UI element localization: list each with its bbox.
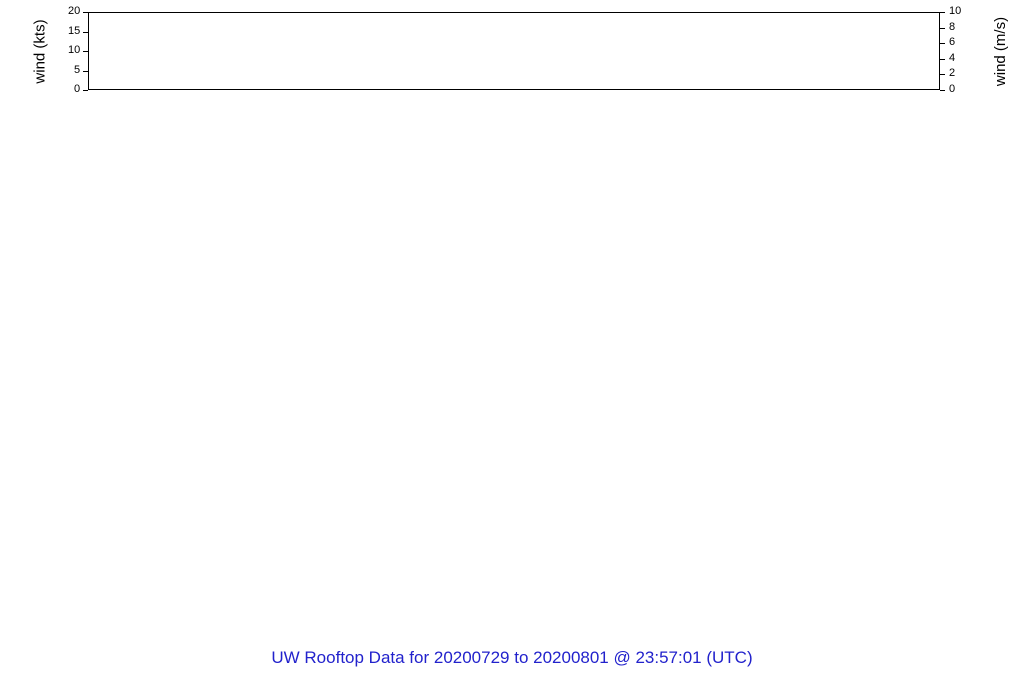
ytick-right-wind-5: 10 [949, 5, 962, 17]
ytick-left-wind-2: 10 [68, 44, 81, 56]
ytickmark-right-wind-4 [940, 27, 945, 29]
ytickmark-right-wind-0 [940, 90, 945, 91]
ytick-right-wind-3: 6 [949, 36, 956, 49]
plot-area-svg [89, 13, 939, 89]
ytickmark-left-wind-1 [83, 70, 88, 72]
ytickmark-right-wind-5 [940, 12, 945, 13]
ytick-left-wind-3: 15 [68, 24, 81, 37]
ytickmark-left-wind-3 [83, 31, 88, 33]
ytick-right-wind-4: 8 [949, 20, 956, 33]
ytick-right-wind-2: 4 [949, 51, 956, 64]
panel-wind [88, 12, 940, 90]
ytickmark-right-wind-1 [940, 74, 945, 76]
ylabel-left-wind: wind (kts) [31, 18, 49, 84]
ytick-right-wind-0: 0 [949, 83, 956, 95]
ytickmark-left-wind-0 [83, 90, 88, 91]
ytickmark-right-wind-3 [940, 43, 945, 45]
ytickmark-left-wind-2 [83, 51, 88, 52]
ytickmark-right-wind-2 [940, 58, 945, 60]
ytickmark-left-wind-4 [83, 12, 88, 13]
figure-caption: UW Rooftop Data for 20200729 to 20200801… [271, 648, 753, 667]
ytick-left-wind-1: 5 [74, 63, 81, 76]
ytick-left-wind-4: 20 [68, 5, 81, 17]
ytick-right-wind-1: 2 [949, 67, 956, 80]
ylabel-right-wind: wind (m/s) [991, 16, 1009, 86]
ytick-left-wind-0: 0 [74, 83, 81, 95]
